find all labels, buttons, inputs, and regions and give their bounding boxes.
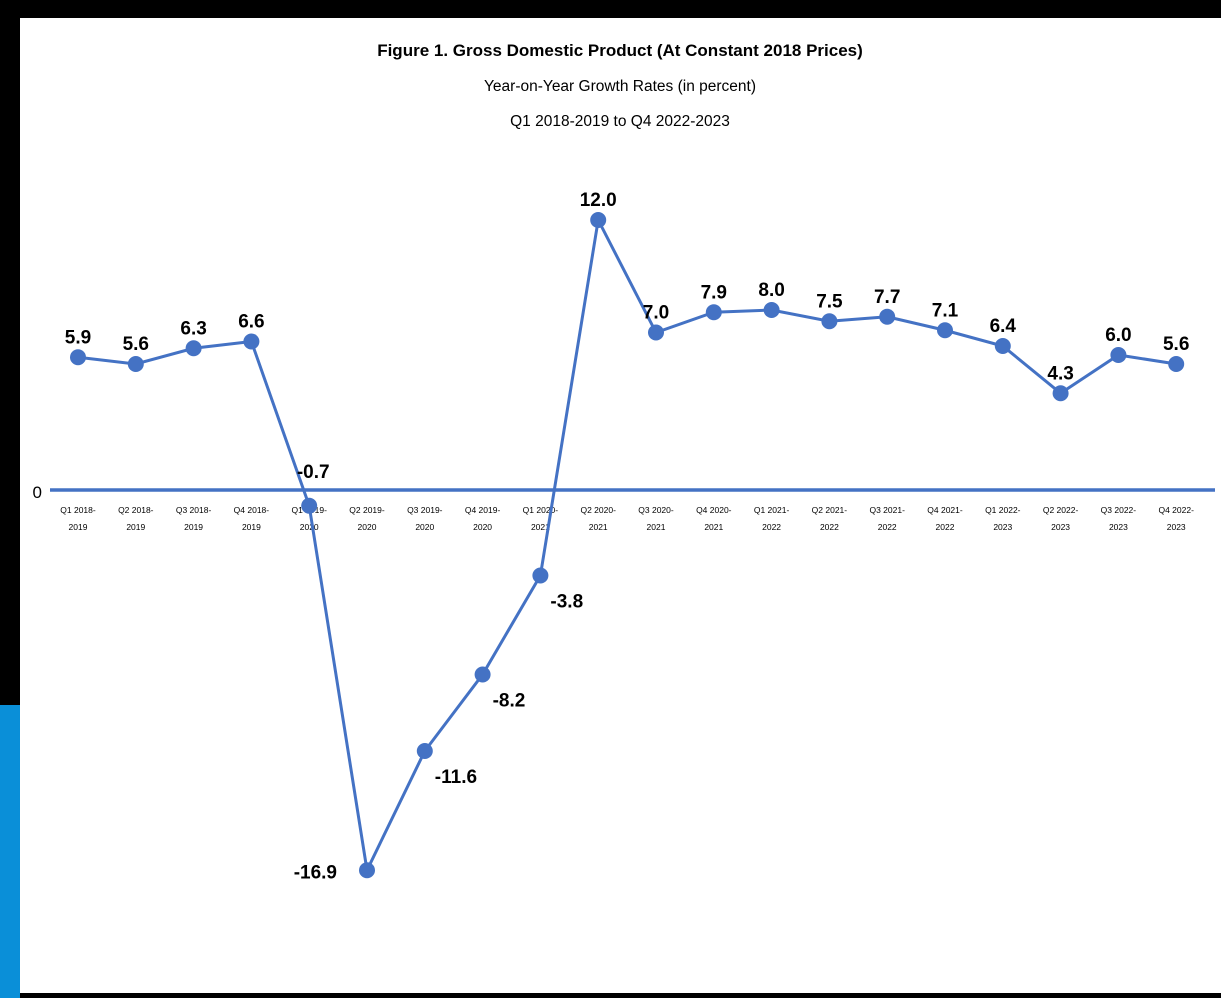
x-tick-label: Q2 2020-2021 (580, 505, 616, 532)
data-point-marker (763, 302, 780, 318)
x-axis-tick-labels: Q1 2018-2019 Q2 2018-2019 Q3 2018-2019 Q4 2… (60, 505, 1194, 532)
data-point-label: 7.5 (816, 291, 843, 312)
x-tick-label: Q1 2018-2019 (60, 505, 96, 532)
data-point-labels: 5.9 5.6 6.3 6.6 -0.7 -16.9 -11.6 -8.2 -3.8 12.0 7.… (65, 190, 1190, 883)
data-point-label: 6.0 (1105, 325, 1131, 346)
data-point-label: -11.6 (435, 767, 477, 788)
data-point-label: -16.9 (294, 862, 337, 883)
data-point-marker (821, 313, 838, 330)
data-point-label: -3.8 (550, 592, 583, 613)
data-point-label: 5.9 (65, 327, 91, 348)
data-point-marker (1168, 356, 1185, 372)
data-point-label: 7.9 (701, 282, 727, 303)
data-point-marker (359, 862, 375, 879)
data-point-marker (1110, 347, 1127, 363)
data-point-marker (127, 356, 144, 372)
data-point-label: 6.6 (238, 312, 264, 333)
x-tick-label: Q4 2019-2020 (465, 505, 501, 532)
x-tick-label: Q2 2018-2019 (118, 505, 154, 532)
background-accent-strip (0, 705, 20, 998)
data-point-marker (705, 304, 722, 321)
x-tick-label: Q4 2018-2019 (234, 505, 270, 532)
data-point-marker (416, 743, 433, 759)
x-tick-label: Q3 2018-2019 (176, 505, 212, 532)
x-tick-label: Q3 2019-2020 (407, 505, 443, 532)
data-point-marker (590, 212, 607, 228)
x-tick-label: Q2 2019-2020 (349, 505, 385, 532)
x-tick-label: Q2 2021-2022 (812, 505, 848, 532)
x-tick-label: Q4 2022-2023 (1158, 505, 1194, 532)
x-tick-label: Q1 2021-2022 (754, 505, 790, 532)
gdp-growth-series-line (77, 215, 1177, 876)
data-point-marker (185, 340, 202, 357)
data-point-marker (879, 308, 896, 325)
x-tick-label: Q1 2022-2023 (985, 505, 1021, 532)
data-point-marker (937, 322, 953, 339)
data-point-markers (70, 212, 1185, 879)
data-point-label: 7.1 (932, 300, 959, 321)
data-point-marker (648, 324, 664, 341)
data-point-marker (532, 567, 549, 584)
chart-title: Figure 1. Gross Domestic Product (At Con… (377, 41, 863, 60)
data-point-marker (474, 666, 491, 683)
data-point-marker (243, 333, 260, 350)
data-point-label: 5.6 (123, 334, 149, 355)
data-point-label: 6.3 (180, 318, 206, 339)
data-point-label: -0.7 (297, 462, 330, 483)
data-point-marker (301, 497, 318, 514)
data-point-label: -8.2 (493, 691, 526, 712)
x-tick-label: Q4 2020-2021 (696, 505, 732, 532)
chart-subtitle-line-2: Q1 2018-2019 to Q4 2022-2023 (510, 113, 730, 130)
data-point-label: 12.0 (580, 190, 617, 211)
x-tick-label: Q3 2021-2022 (869, 505, 905, 532)
x-tick-label: Q3 2020-2021 (638, 505, 674, 532)
data-point-marker (994, 338, 1011, 354)
x-tick-label: Q4 2021-2022 (927, 505, 963, 532)
chart-subtitle-line-1: Year-on-Year Growth Rates (in percent) (484, 78, 756, 95)
data-point-label: 7.7 (874, 287, 900, 308)
x-tick-label: Q1 2020-2021 (523, 505, 559, 532)
chart-panel: Figure 1. Gross Domestic Product (At Con… (20, 18, 1221, 993)
x-tick-label: Q3 2022-2023 (1101, 505, 1137, 532)
y-zero-label: 0 (33, 483, 42, 502)
data-point-label: 6.4 (990, 316, 1017, 337)
data-point-label: 7.0 (643, 303, 669, 324)
data-point-label: 8.0 (758, 280, 784, 301)
data-point-label: 5.6 (1163, 334, 1189, 355)
data-point-marker (1052, 385, 1069, 402)
data-point-label: 4.3 (1047, 363, 1073, 384)
x-tick-label: Q2 2022-2023 (1043, 505, 1079, 532)
gdp-growth-line-chart: Figure 1. Gross Domestic Product (At Con… (33, 41, 1215, 883)
data-point-marker (70, 349, 86, 366)
